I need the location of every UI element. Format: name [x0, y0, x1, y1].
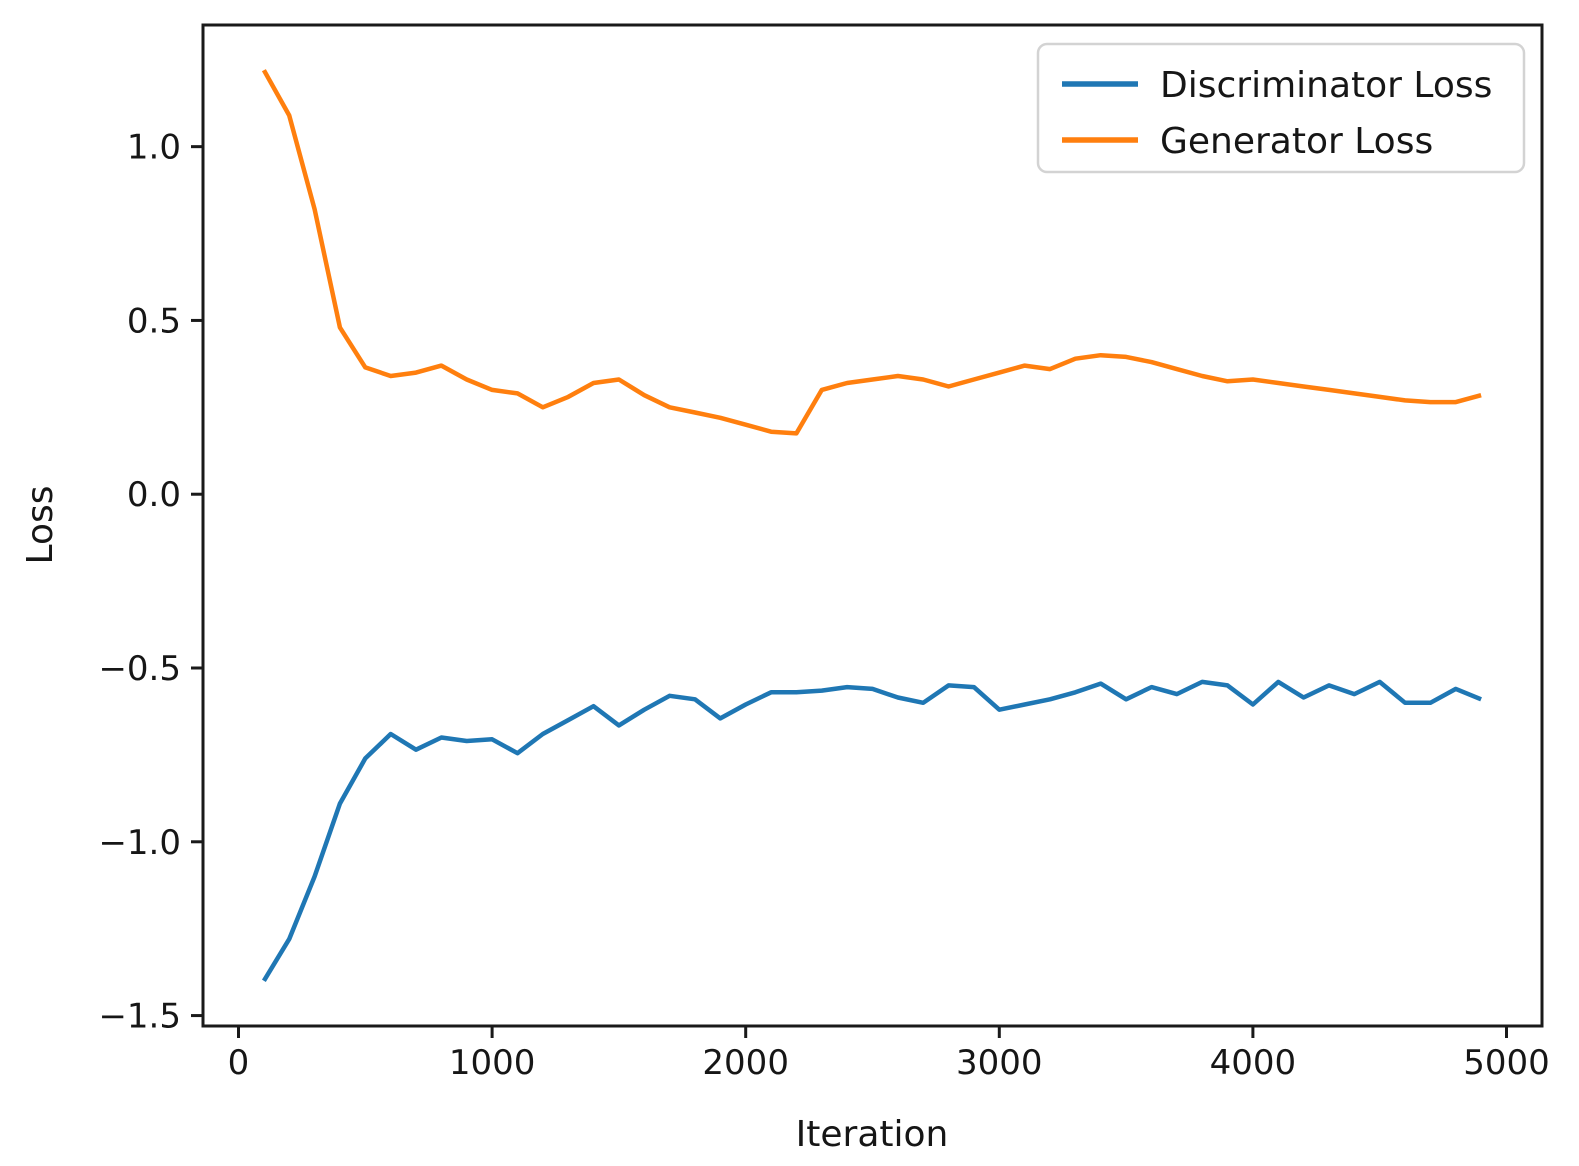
axes-layer: 0 1000 2000 3000 4000 5000 −1.5 −1.0 −0.5 0.0 0.5 1… — [98, 23, 1550, 1083]
plot-border — [201, 23, 1544, 1028]
x-tick-label: 4000 — [1210, 1043, 1297, 1083]
x-tick-label: 2000 — [702, 1043, 789, 1083]
x-tick-label: 1000 — [449, 1043, 536, 1083]
y-tick-label: −1.5 — [98, 997, 181, 1037]
series-line-generator-loss — [261, 69, 1482, 436]
legend: Discriminator Loss Generator Loss — [1036, 42, 1526, 174]
series-line-discriminator-loss — [261, 679, 1482, 982]
discriminator-legend-label: Discriminator Loss — [1160, 65, 1492, 106]
y-tick-label: 1.0 — [127, 128, 181, 168]
y-tick-label: 0.5 — [127, 301, 181, 341]
x-tick-label: 5000 — [1463, 1043, 1550, 1083]
generator-legend-label: Generator Loss — [1160, 121, 1433, 162]
x-tick-label: 0 — [228, 1043, 250, 1083]
y-tick-label: −1.0 — [98, 823, 181, 863]
y-axis-label: Loss — [20, 486, 61, 565]
x-tick-label: 3000 — [956, 1043, 1043, 1083]
y-tick-label: 0.0 — [127, 475, 181, 515]
x-axis-label: Iteration — [796, 1114, 949, 1155]
y-tick-label: −0.5 — [98, 649, 181, 689]
series-layer — [261, 69, 1482, 982]
legend-frame — [1036, 42, 1526, 174]
